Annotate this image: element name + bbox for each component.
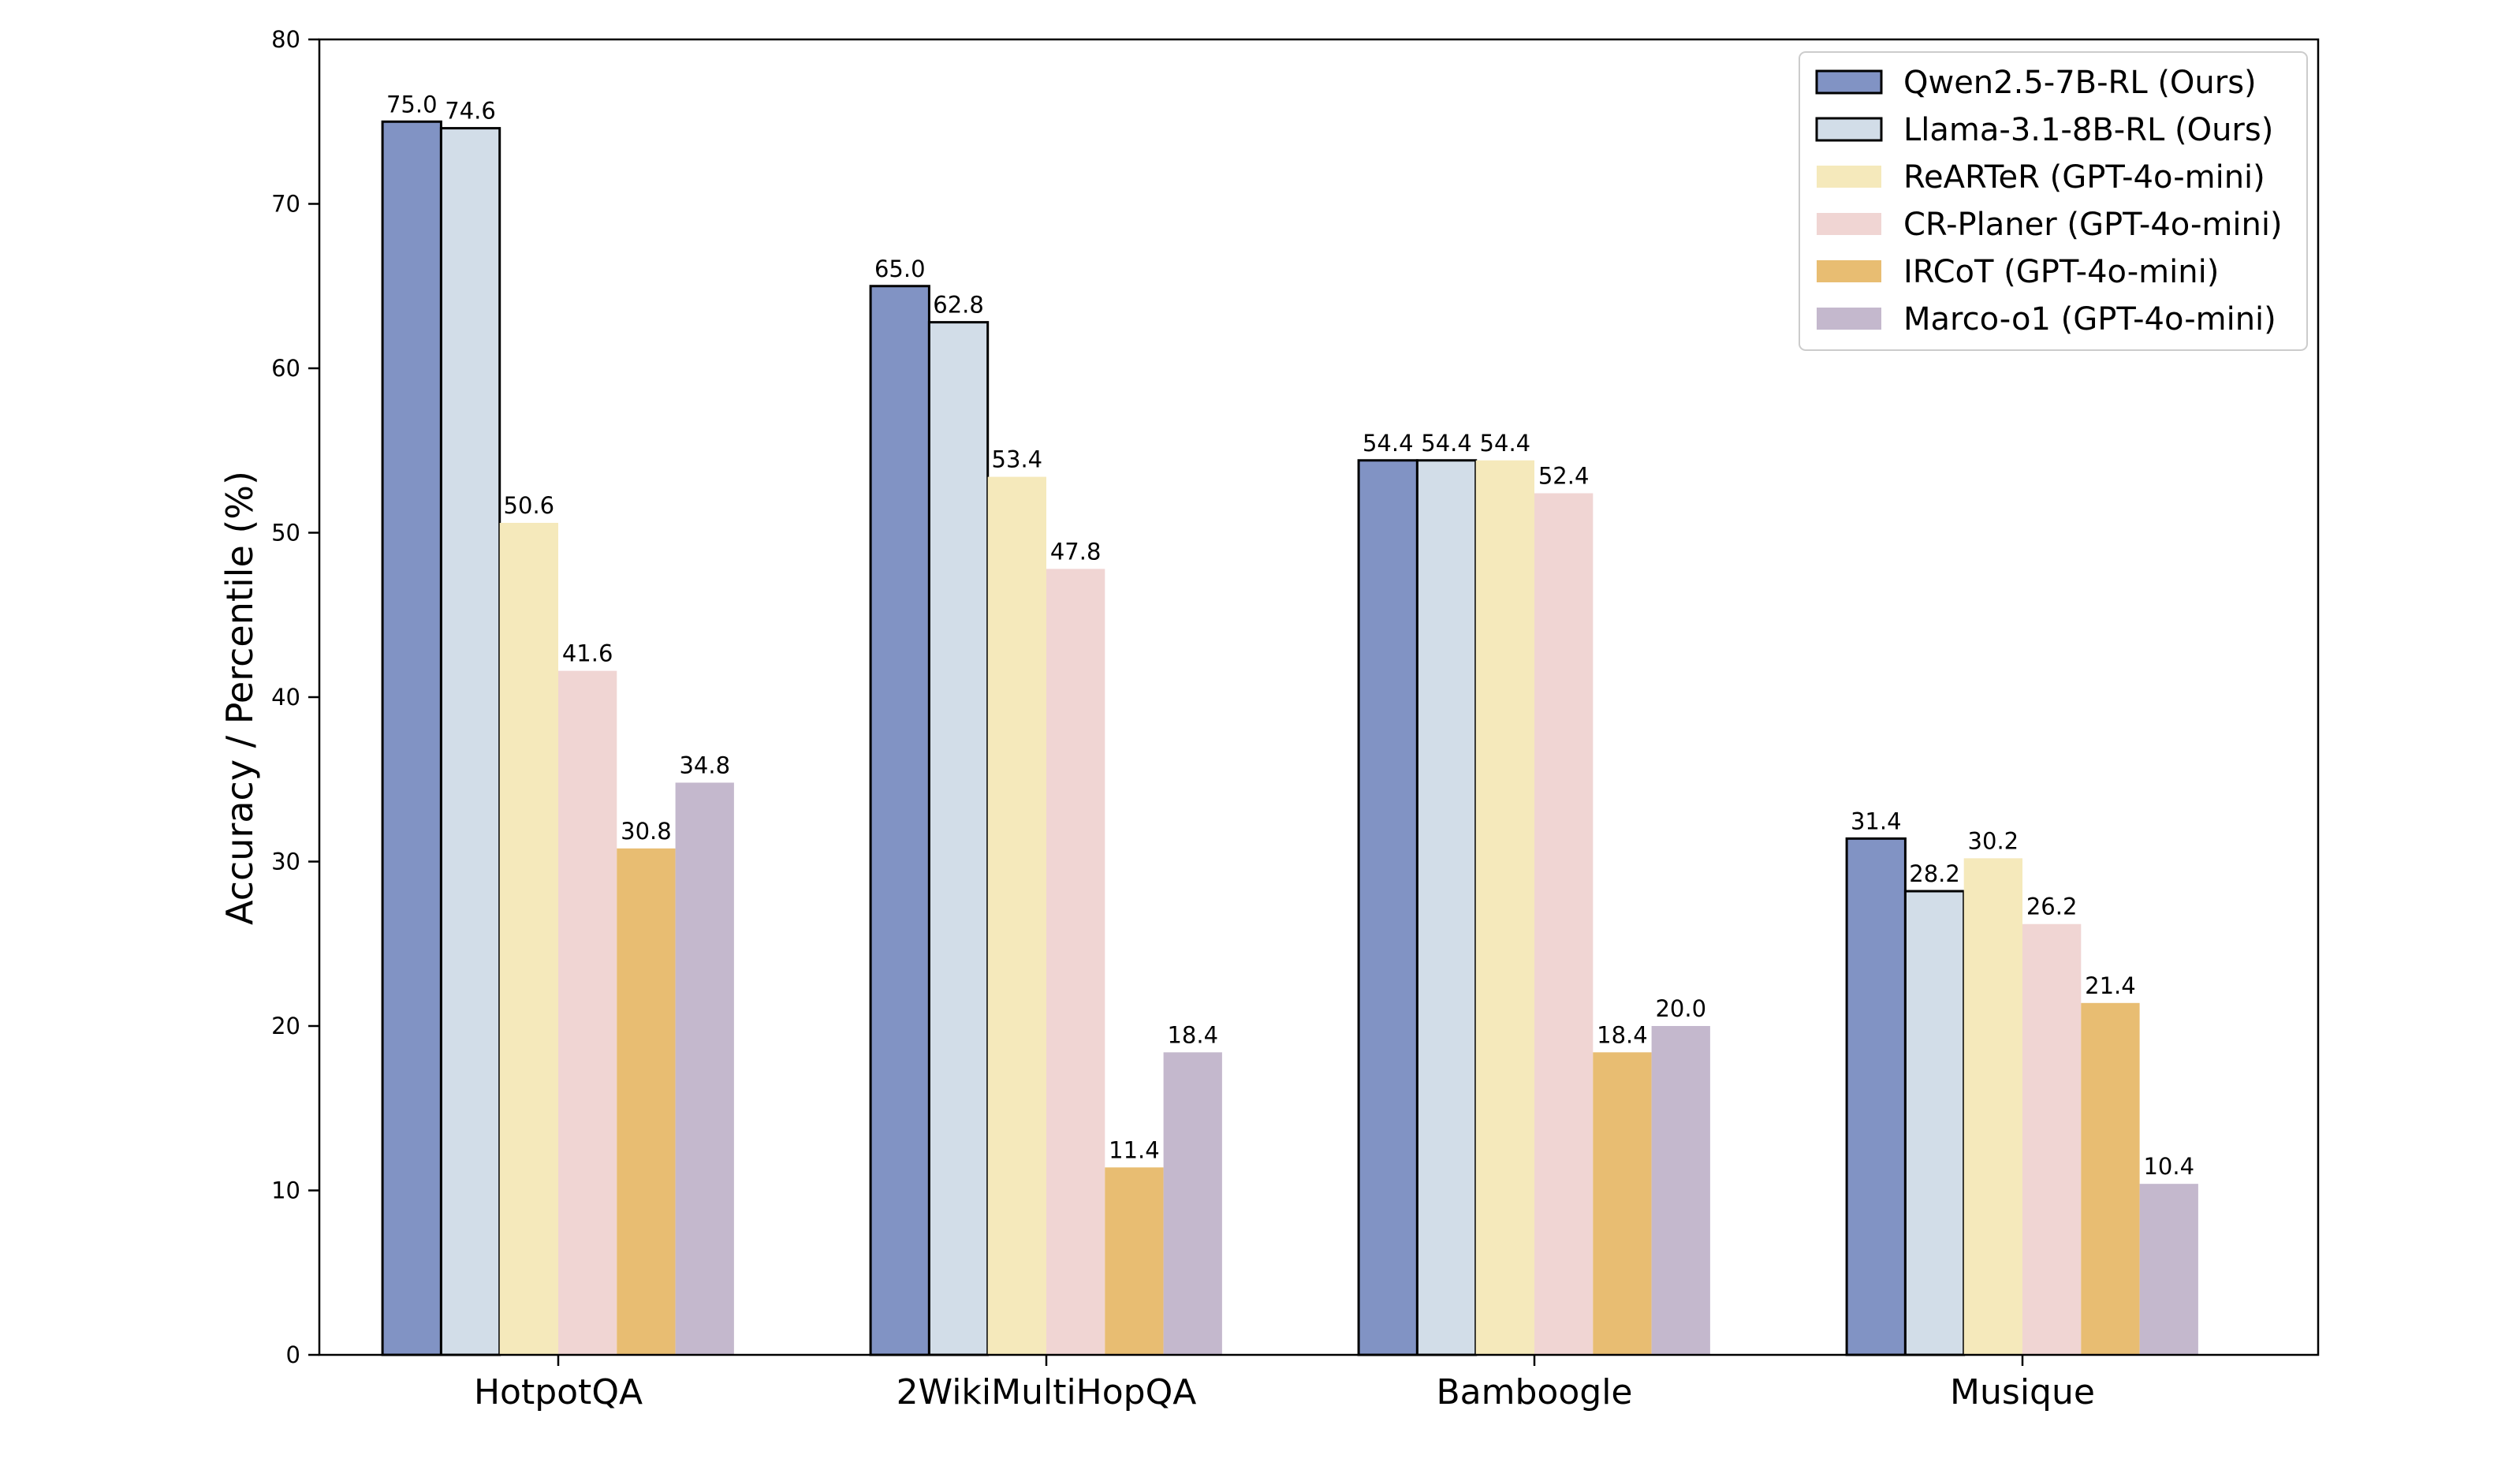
data-label-0-3: 31.4 (1851, 808, 1902, 834)
legend-label-0: Qwen2.5-7B-RL (Ours) (1903, 65, 2257, 101)
bar-5-2 (1651, 1026, 1710, 1355)
y-tick-label-7: 70 (271, 191, 300, 218)
data-label-4-1: 11.4 (1109, 1136, 1160, 1163)
bar-4-0 (617, 848, 676, 1355)
y-tick-label-8: 80 (271, 26, 300, 53)
bar-3-1 (1046, 569, 1105, 1355)
y-tick-label-1: 10 (271, 1177, 300, 1204)
legend-box (1799, 51, 2308, 351)
bar-1-1 (927, 321, 990, 1356)
data-label-2-1: 53.4 (992, 446, 1043, 473)
bar-1-3 (1903, 890, 1966, 1356)
y-axis-title: Accuracy / Percentile (%) (218, 471, 261, 925)
bar-3-2 (1534, 493, 1594, 1356)
y-tick-label-6: 60 (271, 355, 300, 382)
bar-4-2 (1593, 1052, 1652, 1355)
x-tick-label-0: HotpotQA (474, 1372, 643, 1412)
legend-label-1: Llama-3.1-8B-RL (Ours) (1903, 112, 2273, 148)
bar-0-3 (1845, 837, 1907, 1356)
bar-5-3 (2139, 1184, 2198, 1355)
legend-label-4: IRCoT (GPT-4o-mini) (1903, 254, 2219, 290)
bar-0-2 (1357, 459, 1418, 1356)
y-tick-label-5: 50 (271, 520, 300, 547)
data-label-0-1: 65.0 (874, 256, 926, 282)
legend-swatch-4 (1817, 260, 1881, 282)
data-label-3-0: 41.6 (562, 640, 613, 667)
data-label-2-0: 50.6 (504, 492, 555, 519)
data-label-4-0: 30.8 (621, 818, 672, 845)
data-label-3-2: 52.4 (1538, 462, 1590, 489)
data-label-2-3: 30.2 (1968, 827, 2019, 854)
bar-1-2 (1415, 459, 1478, 1356)
data-label-1-1: 62.8 (933, 292, 984, 319)
legend-swatch-5 (1817, 308, 1881, 330)
bar-0-0 (381, 120, 442, 1356)
data-label-5-0: 34.8 (679, 752, 730, 778)
legend-label-3: CR-Planer (GPT-4o-mini) (1903, 207, 2283, 243)
y-tick-label-3: 30 (271, 849, 300, 875)
data-label-5-3: 10.4 (2143, 1153, 2194, 1180)
legend-swatch-2 (1817, 166, 1881, 188)
bar-5-0 (675, 782, 734, 1355)
bar-2-3 (1963, 858, 2022, 1355)
legend-swatch-1 (1815, 117, 1883, 142)
bar-2-2 (1475, 460, 1534, 1355)
legend-label-2: ReARTeR (GPT-4o-mini) (1903, 159, 2265, 196)
y-tick-label-0: 0 (286, 1341, 300, 1368)
x-tick-label-3: Musique (1950, 1372, 2095, 1412)
x-tick-label-2: Bamboogle (1436, 1372, 1632, 1412)
y-tick-label-2: 20 (271, 1013, 300, 1039)
legend-swatch-0 (1815, 69, 1883, 95)
data-label-0-0: 75.0 (386, 91, 438, 118)
bar-1-0 (439, 127, 501, 1356)
data-label-4-2: 18.4 (1597, 1021, 1648, 1048)
y-tick-label-4: 40 (271, 684, 300, 711)
legend-swatch-3 (1817, 213, 1881, 235)
data-label-5-1: 18.4 (1167, 1021, 1218, 1048)
bar-3-0 (558, 670, 617, 1355)
data-label-2-2: 54.4 (1480, 430, 1531, 457)
data-label-0-2: 54.4 (1363, 430, 1414, 457)
bar-5-1 (1163, 1052, 1222, 1355)
data-label-4-3: 21.4 (2085, 972, 2136, 999)
bar-0-1 (869, 285, 930, 1356)
data-label-3-3: 26.2 (2026, 894, 2078, 920)
bar-4-1 (1105, 1167, 1164, 1355)
data-label-1-0: 74.6 (445, 98, 496, 125)
data-label-5-2: 20.0 (1655, 995, 1706, 1022)
x-tick-label-1: 2WikiMultiHopQA (897, 1372, 1197, 1412)
data-label-3-1: 47.8 (1050, 538, 1102, 565)
data-label-1-2: 54.4 (1421, 430, 1472, 457)
legend-label-5: Marco-o1 (GPT-4o-mini) (1903, 301, 2276, 338)
bar-3-3 (2022, 923, 2082, 1355)
data-label-1-3: 28.2 (1909, 860, 1960, 887)
bar-2-1 (987, 476, 1046, 1355)
bar-2-0 (499, 522, 558, 1355)
bar-4-3 (2081, 1002, 2140, 1355)
